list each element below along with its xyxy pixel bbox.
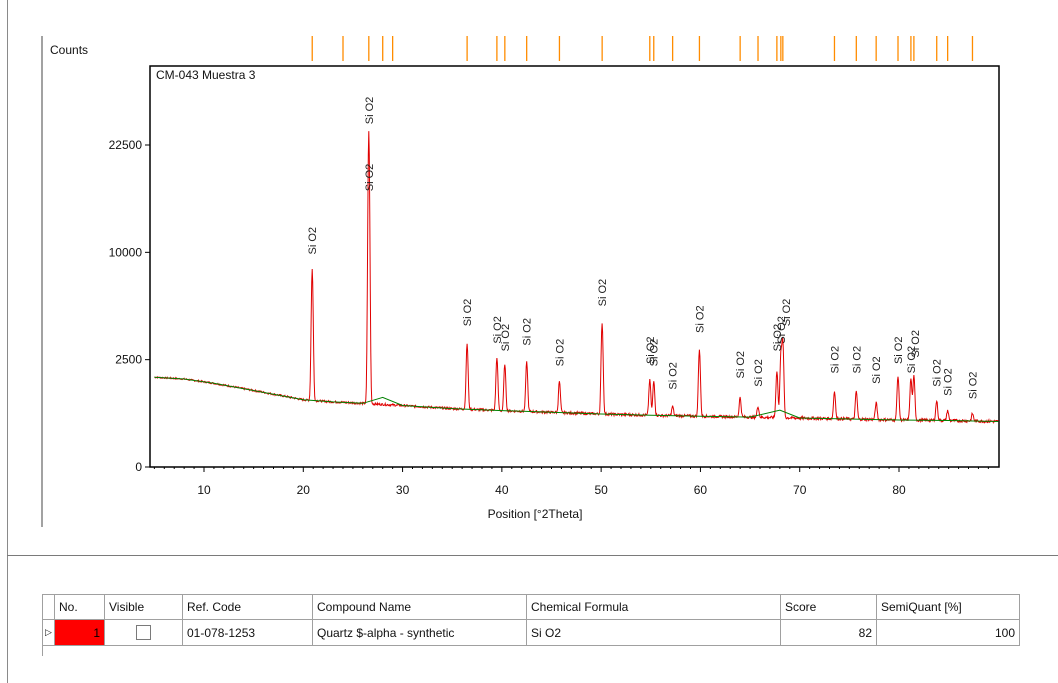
col-header-semiquant[interactable]: SemiQuant [%] <box>876 593 1020 621</box>
x-tick-label: 10 <box>197 483 211 497</box>
background-line <box>154 376 999 422</box>
peak-label: Si O2 <box>781 299 793 327</box>
peak-label: Si O2 <box>694 305 706 333</box>
peak-label: Si O2 <box>943 368 955 396</box>
col-header-no[interactable]: No. <box>54 593 105 621</box>
cell-formula[interactable]: Si O2 <box>526 619 781 646</box>
peak-label: Si O2 <box>649 339 661 367</box>
visible-checkbox[interactable] <box>136 625 151 641</box>
cell-visible[interactable] <box>104 619 183 646</box>
x-tick-label: 80 <box>892 483 906 497</box>
peak-label: Si O2 <box>364 97 376 125</box>
phase-list-table: No. Visible Ref. Code Compound Name Chem… <box>42 593 1020 656</box>
y-axis-ticks: 0 2500 10000 22500 <box>109 138 150 474</box>
col-header-compound-name[interactable]: Compound Name <box>312 593 527 621</box>
peak-label: Si O2 <box>645 337 657 365</box>
cell-compound-name[interactable]: Quartz $-alpha - synthetic <box>312 619 527 646</box>
peak-label: Si O2 <box>772 324 784 352</box>
cell-semiquant[interactable]: 100 <box>876 619 1020 646</box>
y-axis-label: Counts <box>50 43 88 57</box>
col-header-ref-code[interactable]: Ref. Code <box>182 593 313 621</box>
empty-cell <box>42 645 1020 656</box>
cell-score[interactable]: 82 <box>780 619 877 646</box>
peak-label: Si O2 <box>462 299 474 327</box>
col-header-score[interactable]: Score <box>780 593 877 621</box>
peak-label: Si O2 <box>906 346 918 374</box>
x-tick-label: 60 <box>694 483 708 497</box>
row-header-corner <box>42 593 55 621</box>
series-group <box>154 131 999 424</box>
x-tick-label: 30 <box>396 483 410 497</box>
peak-label: Si O2 <box>829 346 841 374</box>
table-empty-row <box>42 645 1020 656</box>
cell-ref-code[interactable]: 01-078-1253 <box>182 619 313 646</box>
y-tick-label: 22500 <box>109 138 143 152</box>
peak-label: Si O2 <box>735 351 747 379</box>
peak-label: Si O2 <box>893 337 905 365</box>
peak-label: Si O2 <box>668 362 680 390</box>
col-header-chemical-formula[interactable]: Chemical Formula <box>526 593 781 621</box>
x-tick-label: 50 <box>594 483 608 497</box>
peak-label: Si O2 <box>871 356 883 384</box>
peak-label: Si O2 <box>776 316 788 344</box>
x-tick-label: 20 <box>297 483 311 497</box>
peak-label: Si O2 <box>492 316 504 344</box>
cell-no[interactable]: 1 <box>54 619 105 646</box>
peak-label: Si O2 <box>753 359 765 387</box>
table-row[interactable]: ▷ 1 01-078-1253 Quartz $-alpha - synthet… <box>42 619 1020 646</box>
peak-label: Si O2 <box>851 346 863 374</box>
peak-label: Si O2 <box>522 318 534 346</box>
y-tick-label: 0 <box>135 460 142 474</box>
table-header-row: No. Visible Ref. Code Compound Name Chem… <box>42 593 1020 621</box>
col-header-visible[interactable]: Visible <box>104 593 183 621</box>
chart-title: CM-043 Muestra 3 <box>156 68 256 82</box>
x-tick-label: 40 <box>495 483 509 497</box>
plot-frame <box>149 65 1000 468</box>
window-frame <box>7 0 1057 683</box>
peak-label: Si O2 <box>500 324 512 352</box>
peak-label: Si O2 <box>554 339 566 367</box>
peak-label: Si O2 <box>967 372 979 400</box>
x-axis-ticks: 10 20 30 40 50 60 70 80 <box>153 467 989 497</box>
y-tick-label: 2500 <box>115 353 142 367</box>
pane-splitter[interactable] <box>7 555 1058 556</box>
peak-label: Si O2 <box>307 227 319 255</box>
peak-label: Si O2 <box>932 359 944 387</box>
x-axis-label: Position [°2Theta] <box>488 507 583 521</box>
x-tick-label: 70 <box>793 483 807 497</box>
diffraction-chart[interactable]: Counts CM-043 Muestra 3 025001000022500 … <box>0 0 1058 555</box>
peak-label: Si O2 <box>364 164 376 192</box>
y-tick-label: 10000 <box>109 245 143 259</box>
peak-label: Si O2 <box>910 330 922 358</box>
row-indicator-icon[interactable]: ▷ <box>42 619 55 646</box>
reference-pattern-lines <box>311 36 974 61</box>
peak-label: Si O2 <box>597 279 609 307</box>
